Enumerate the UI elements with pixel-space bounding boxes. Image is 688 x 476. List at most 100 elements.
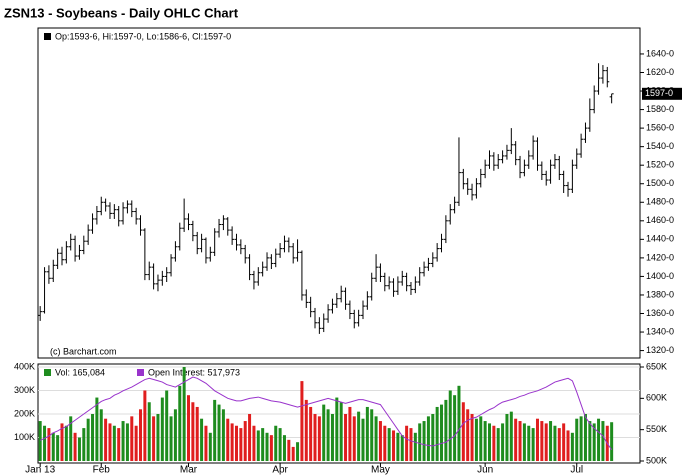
volume-bar (265, 432, 269, 461)
volume-bar (309, 406, 313, 461)
x-tick-label: Jul (570, 465, 583, 476)
volume-bar (326, 409, 330, 461)
volume-bar (383, 425, 387, 461)
y-tick-label: 1340-0 (646, 326, 674, 336)
volume-bar (104, 418, 108, 461)
volume-bar (125, 423, 129, 461)
volume-bar (191, 402, 195, 461)
volume-bar (444, 399, 448, 461)
volume-bar (147, 402, 151, 461)
volume-bar (112, 425, 116, 461)
y-tick-label: 1360-0 (646, 308, 674, 318)
y-tick-label: 1420-0 (646, 252, 674, 262)
volume-bar (95, 397, 99, 461)
volume-bar (562, 423, 566, 461)
volume-bar (361, 418, 365, 461)
info-text: Op:1593-6, Hi:1597-0, Lo:1586-6, Cl:1597… (55, 31, 231, 41)
volume-bar (230, 423, 234, 461)
volume-bar (335, 397, 339, 461)
volume-bar (597, 418, 601, 461)
volume-bar (313, 414, 317, 461)
volume-bar (588, 421, 592, 461)
volume-bar (566, 430, 570, 461)
volume-bar (248, 414, 252, 461)
volume-bar (91, 414, 95, 461)
volume-bar (400, 435, 404, 461)
volume-bar (392, 430, 396, 461)
volume-bar (535, 418, 539, 461)
volume-bar (182, 367, 186, 461)
source: (c) Barchart.com (50, 346, 117, 356)
volume-bar (557, 428, 561, 461)
volume-bar (435, 406, 439, 461)
volume-bar (357, 411, 361, 461)
volume-bar (422, 421, 426, 461)
volume-bar (592, 423, 596, 461)
volume-bar (413, 432, 417, 461)
y-tick-label: 1480-0 (646, 197, 674, 207)
chart-title: ZSN13 - Soybeans - Daily OHLC Chart (4, 5, 239, 20)
volume-bar (479, 416, 483, 461)
volume-bar (474, 418, 478, 461)
volume-bar (431, 414, 435, 461)
volume-bar (234, 425, 238, 461)
volume-bar (405, 425, 409, 461)
volume-bar (488, 423, 491, 461)
volume-bar (160, 397, 164, 461)
x-tick-label: May (371, 465, 390, 476)
volume-bar (374, 416, 378, 461)
volume-bar (187, 395, 190, 461)
volume-bar (200, 418, 204, 461)
volume-bar (453, 395, 457, 461)
volume-bar (531, 428, 535, 461)
volume-bar (470, 414, 474, 461)
volume-bar (579, 416, 583, 461)
volume-bar (178, 385, 182, 461)
y-tick-label: 1560-0 (646, 122, 674, 132)
y-tick-label: 1500-0 (646, 178, 674, 188)
volume-bar (509, 411, 513, 461)
volume-bar (173, 409, 177, 461)
volume-bar (156, 414, 160, 461)
y-tick-label: 200K (14, 408, 35, 418)
volume-bar (553, 425, 557, 461)
volume-bar (208, 432, 212, 461)
y-tick-label: 1580-0 (646, 104, 674, 114)
volume-bar (252, 425, 256, 461)
volume-bar (139, 409, 143, 461)
volume-bar (134, 425, 138, 461)
y-tick-label: 1520-0 (646, 160, 674, 170)
volume-bar (457, 385, 461, 461)
y-tick-label: 1620-0 (646, 67, 674, 77)
volume-bar (365, 406, 369, 461)
volume-bar (378, 421, 382, 461)
volume-bar (121, 421, 125, 461)
volume-bar (287, 439, 291, 461)
x-tick-label: Apr (272, 465, 288, 476)
x-tick-label: Feb (93, 465, 111, 476)
y2-tick-label: 650K (646, 361, 667, 371)
volume-bar (269, 435, 273, 461)
volume-bar (221, 409, 225, 461)
volume-bar (195, 406, 199, 461)
volume-bar (282, 435, 286, 461)
legend-swatch (44, 369, 51, 376)
volume-bar (409, 428, 413, 461)
volume-bar (540, 421, 544, 461)
volume-bar (505, 414, 509, 461)
y2-tick-label: 600K (646, 393, 667, 403)
y-tick-label: 1440-0 (646, 234, 674, 244)
volume-bar (344, 414, 348, 461)
volume-bar (610, 422, 614, 461)
volume-bar (82, 428, 86, 461)
volume-bar (143, 390, 147, 461)
volume-bar (261, 428, 265, 461)
volume-bar (330, 414, 334, 461)
volume-bar (466, 409, 470, 461)
volume-bar (274, 425, 278, 461)
volume-bar (501, 423, 505, 461)
volume-bar (296, 442, 300, 461)
volume-bar (226, 418, 230, 461)
volume-bar (69, 416, 73, 461)
